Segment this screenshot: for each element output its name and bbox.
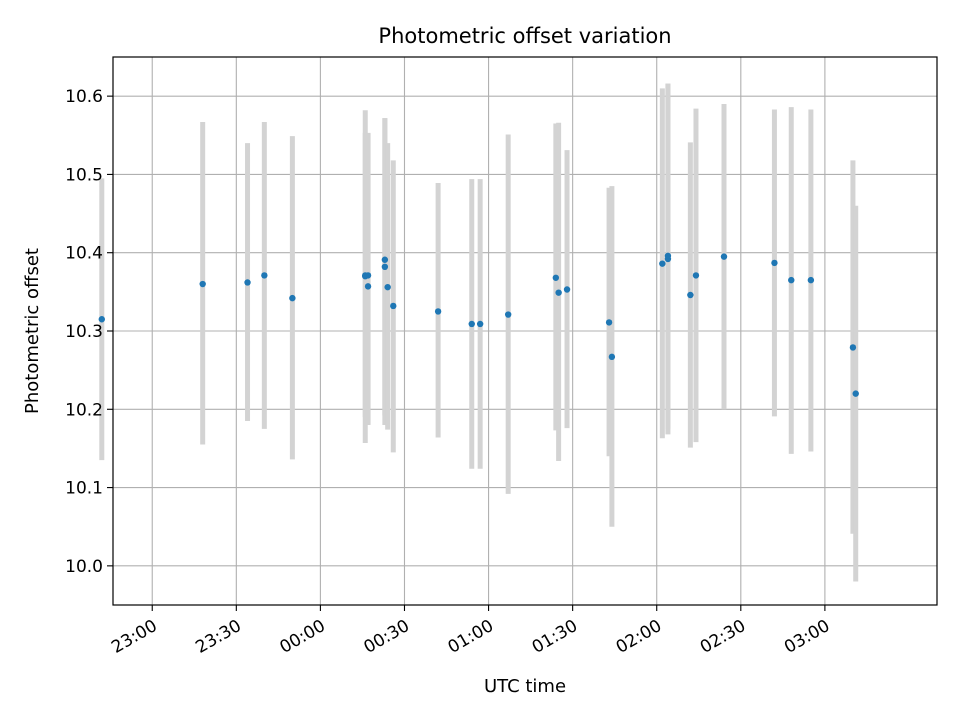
chart-title: Photometric offset variation (378, 24, 671, 48)
data-point (852, 390, 859, 397)
data-point (504, 311, 512, 318)
data-point (468, 320, 475, 328)
y-axis: 10.0 10.1 10.2 10.3 10.4 10.5 10.6 (65, 87, 113, 577)
data-point (771, 259, 778, 267)
data-point (720, 253, 728, 260)
y-tick-label: 10.4 (65, 244, 103, 264)
data-point (98, 316, 105, 323)
y-tick-label: 10.2 (65, 400, 103, 420)
data-point (664, 252, 672, 260)
y-axis-label: Photometric offset (22, 248, 43, 414)
y-tick-label: 10.1 (65, 479, 103, 499)
data-point (434, 308, 442, 315)
data-point (390, 302, 397, 310)
data-point (788, 276, 795, 284)
y-tick-label: 10.0 (65, 557, 103, 577)
data-point (261, 272, 268, 279)
data-point (364, 272, 372, 279)
data-point (608, 353, 616, 361)
data-point (692, 272, 700, 279)
data-point (849, 344, 857, 351)
data-point (381, 256, 389, 263)
data-point (687, 291, 694, 299)
grid (113, 57, 937, 605)
data-point (384, 283, 391, 291)
data-point (605, 319, 613, 326)
data-points (98, 252, 859, 397)
data-point (199, 280, 206, 288)
data-point (381, 263, 389, 271)
y-tick-label: 10.5 (65, 165, 103, 185)
data-point (563, 286, 571, 293)
data-point (244, 279, 251, 286)
data-point (476, 320, 484, 328)
data-point (552, 274, 560, 281)
y-tick-label: 10.3 (65, 322, 103, 342)
data-point (807, 276, 815, 284)
data-point (289, 294, 296, 302)
x-axis-label: UTC time (484, 676, 566, 697)
data-point (364, 283, 372, 290)
y-tick-label: 10.6 (65, 87, 103, 107)
data-point (659, 260, 666, 267)
data-point (555, 289, 562, 296)
